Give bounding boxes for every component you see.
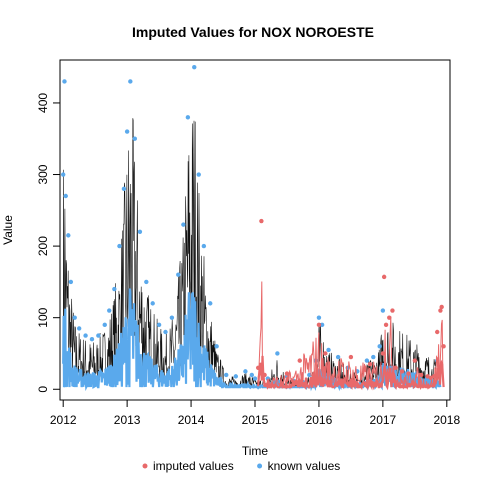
data-point [169, 315, 175, 320]
x-tick-label: 2018 [433, 413, 460, 427]
y-axis: 0 100 200 300 400 [36, 93, 61, 393]
data-point [412, 358, 418, 363]
data-point [156, 322, 162, 328]
data-point [367, 362, 373, 367]
data-point [297, 358, 302, 363]
x-tick-label: 2015 [242, 413, 269, 427]
data-point [316, 322, 322, 328]
x-tick-label: 2014 [178, 413, 205, 427]
y-tick-label: 400 [36, 93, 50, 113]
data-point [259, 218, 264, 224]
data-point [89, 336, 95, 342]
data-point [107, 308, 112, 313]
data-point [406, 371, 411, 376]
data-point [181, 222, 186, 227]
data-point [387, 315, 392, 320]
data-point [112, 286, 117, 292]
data-point [419, 372, 424, 378]
data-point [399, 369, 405, 374]
legend-marker [142, 463, 148, 469]
data-point [124, 129, 130, 134]
data-point [275, 351, 280, 356]
data-point [252, 376, 258, 381]
series-band [257, 355, 445, 391]
legend-entry: known values [268, 459, 341, 473]
data-point [435, 329, 440, 335]
data-point [441, 344, 446, 349]
x-tick-label: 2013 [114, 413, 141, 427]
data-point [224, 372, 229, 378]
data-point [348, 354, 354, 360]
x-axis: 2012 2013 2014 2015 2016 2017 2018 [50, 399, 460, 427]
data-point [431, 374, 437, 379]
data-point [196, 172, 201, 177]
data-point [76, 326, 82, 331]
y-tick-label: 300 [36, 164, 50, 184]
data-point [121, 186, 127, 192]
data-point [393, 365, 398, 370]
data-point [233, 374, 239, 379]
y-axis-label: Value [1, 215, 15, 245]
data-point [163, 329, 168, 335]
data-point [68, 279, 74, 285]
data-point [319, 322, 325, 328]
data-point [364, 358, 370, 363]
data-point [243, 369, 248, 374]
data-point [323, 351, 328, 356]
x-axis-label: Time [242, 444, 269, 458]
y-tick-label: 100 [36, 307, 50, 327]
data-point [214, 344, 219, 349]
legend-entry: imputed values [153, 459, 234, 473]
x-tick-label: 2017 [370, 413, 397, 427]
data-point [132, 136, 138, 141]
data-layer [60, 64, 446, 392]
data-point [371, 354, 376, 360]
data-point [117, 243, 122, 249]
data-point [326, 347, 331, 353]
x-tick-label: 2016 [306, 413, 333, 427]
data-point [144, 279, 149, 285]
data-point [192, 64, 197, 70]
data-point [380, 308, 386, 313]
data-point [439, 304, 444, 310]
data-point [60, 172, 66, 177]
data-point [83, 333, 88, 338]
data-point [390, 308, 395, 313]
legend-marker [257, 463, 263, 469]
data-point [62, 79, 67, 84]
data-point [63, 193, 68, 199]
x-tick-label: 2012 [50, 413, 77, 427]
data-point [137, 229, 143, 234]
data-point [380, 351, 386, 356]
series-imputed-values [255, 218, 446, 391]
data-point [381, 274, 387, 280]
data-point [335, 354, 341, 360]
y-tick-label: 200 [36, 236, 50, 256]
data-point [284, 371, 290, 376]
data-point [66, 233, 71, 238]
data-point [383, 322, 389, 328]
data-point [377, 344, 382, 349]
data-point [208, 301, 213, 306]
data-point [316, 315, 322, 320]
data-point [128, 79, 133, 84]
y-tick-label: 0 [36, 386, 50, 393]
data-point [150, 301, 155, 306]
data-point [96, 333, 101, 338]
data-point [185, 115, 191, 120]
data-point [201, 243, 207, 249]
data-point [72, 315, 77, 320]
legend: imputed values known values [142, 459, 341, 473]
data-point [102, 322, 107, 328]
chart-title: Imputed Values for NOX NOROESTE [132, 24, 374, 40]
data-point [176, 272, 181, 277]
data-point [249, 372, 255, 378]
data-point [438, 308, 443, 313]
